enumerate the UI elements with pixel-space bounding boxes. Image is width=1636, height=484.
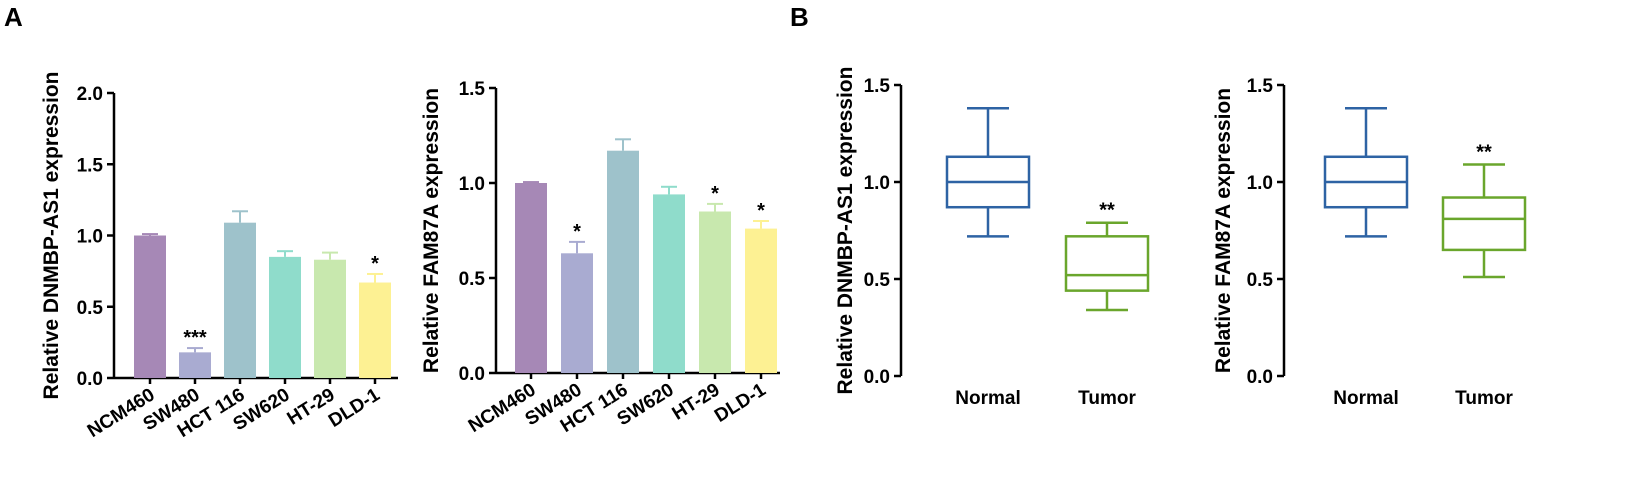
x-category-label: Normal [955, 388, 1020, 409]
bar-chart-dnmbp-as1: 0.0 0.5 1.0 1.5 2.0 Relative DNMBP-AS1 expres… [40, 72, 398, 442]
significance-label: * [711, 183, 719, 205]
y-axis-label: Relative DNMBP-AS1 expression [40, 72, 63, 400]
y-axis-label: Relative DNMBP-AS1 expression [834, 67, 857, 395]
x-tick-label: DLD-1 [711, 379, 770, 427]
y-axis-label: Relative FAM87A expression [420, 88, 443, 373]
significance-label: * [757, 200, 765, 222]
significance-label: *** [183, 327, 207, 349]
significance-label: ** [1476, 142, 1492, 164]
significance-label: * [371, 253, 379, 275]
significance-label: * [573, 221, 581, 243]
panel-letter-a: A [4, 2, 23, 32]
box-plot-dnmbp-as1: 0.0 0.5 1.0 1.5 Relative DNMBP-AS1 expressio… [834, 67, 1150, 409]
y-tick-label: 1.5 [77, 155, 104, 176]
bar [653, 194, 685, 373]
x-tick-label: DLD-1 [325, 384, 384, 432]
y-tick-label: 2.0 [77, 84, 103, 105]
y-tick-label: 0.5 [864, 270, 891, 291]
bar [515, 183, 547, 373]
y-tick-label: 0.5 [77, 298, 104, 319]
bar [561, 253, 593, 373]
bar [179, 352, 211, 378]
y-tick-label: 1.5 [1247, 76, 1274, 97]
y-tick-label: 0.0 [1247, 367, 1273, 388]
y-tick-label: 1.0 [864, 173, 890, 194]
bar [699, 211, 731, 373]
y-tick-label: 0.5 [1247, 270, 1274, 291]
y-tick-label: 1.0 [1247, 173, 1273, 194]
bar [359, 282, 391, 378]
panel-letter-b: B [790, 2, 809, 32]
box-iqr [1441, 196, 1527, 252]
bar [607, 150, 639, 373]
x-category-label: Tumor [1455, 388, 1513, 409]
y-tick-label: 0.0 [77, 369, 103, 390]
significance-label: ** [1099, 200, 1115, 222]
y-tick-label: 1.5 [864, 76, 891, 97]
box-plot-fam87a: 0.0 0.5 1.0 1.5 Relative FAM87A expression No… [1212, 76, 1527, 409]
y-tick-label: 0.0 [459, 364, 485, 385]
bar [224, 222, 256, 378]
bar [314, 259, 346, 378]
x-category-label: Tumor [1078, 388, 1136, 409]
x-category-label: Normal [1333, 388, 1398, 409]
y-axis-label: Relative FAM87A expression [1212, 88, 1235, 373]
bar [745, 228, 777, 373]
bar [134, 235, 166, 378]
y-tick-label: 1.0 [459, 174, 485, 195]
y-tick-label: 1.5 [459, 79, 486, 100]
y-tick-label: 0.5 [459, 269, 486, 290]
y-tick-label: 0.0 [864, 367, 890, 388]
y-tick-label: 1.0 [77, 227, 103, 248]
bar [269, 256, 301, 378]
box-iqr [1064, 235, 1150, 292]
x-tick-label: HT-29 [669, 379, 724, 424]
